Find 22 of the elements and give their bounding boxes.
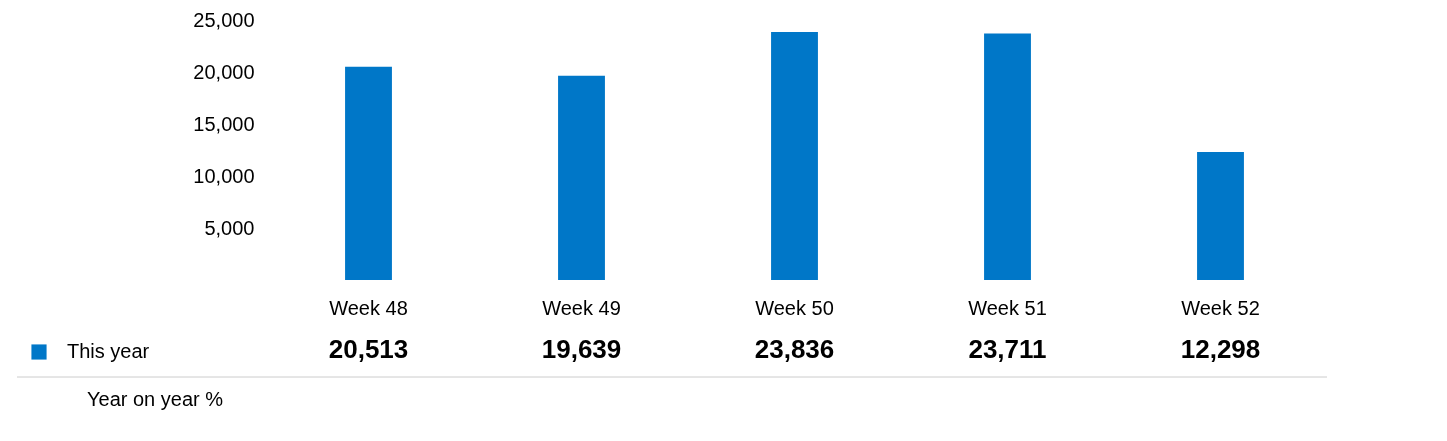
legend-label: This year — [67, 340, 150, 362]
y-tick-label: 20,000 — [193, 60, 255, 83]
bar — [558, 75, 605, 280]
data-label: 20,513 — [328, 334, 409, 364]
data-label: 23,711 — [968, 334, 1047, 364]
y-tick-label: 15,000 — [193, 112, 255, 135]
y-tick-label: 10,000 — [193, 164, 255, 187]
data-label: 12,298 — [1180, 334, 1261, 364]
x-tick-label: Week 50 — [755, 296, 834, 319]
x-tick-label: Week 51 — [968, 296, 1047, 319]
x-tick-label: Week 49 — [542, 296, 621, 319]
y-tick-label: 5,000 — [204, 216, 255, 239]
bar — [1197, 152, 1244, 280]
x-tick-label: Week 52 — [1181, 296, 1260, 319]
bar — [345, 66, 392, 280]
text: Year on year % — [87, 388, 224, 410]
bar — [984, 33, 1031, 280]
x-tick-label: Week 48 — [329, 296, 408, 319]
y-tick-label: 25,000 — [193, 8, 255, 31]
data-label: 19,639 — [541, 334, 622, 364]
bar — [771, 32, 818, 280]
data-label: 23,836 — [754, 334, 835, 364]
